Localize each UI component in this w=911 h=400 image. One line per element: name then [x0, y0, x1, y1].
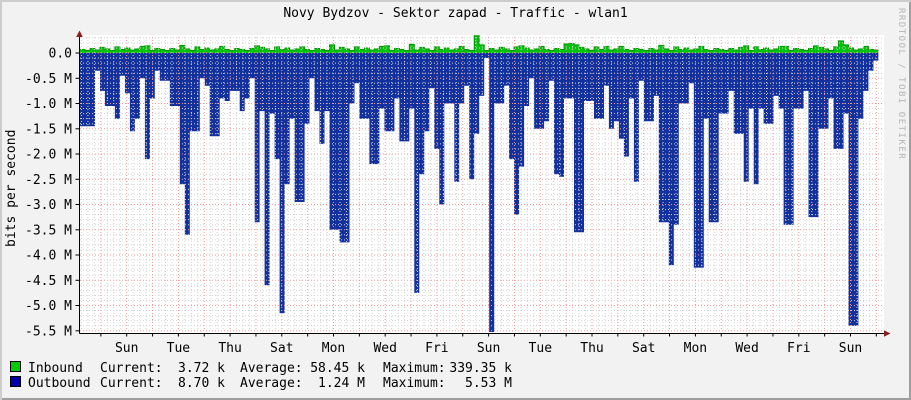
current-label: Current:	[100, 376, 163, 391]
svg-text:-4.0 M: -4.0 M	[25, 249, 72, 264]
svg-text:-5.5 M: -5.5 M	[25, 324, 72, 339]
svg-text:Tue: Tue	[167, 341, 191, 356]
maximum-value: 5.53 M	[465, 376, 512, 391]
maximum-value: 339.35 k	[449, 361, 512, 376]
graph-title: Novy Bydzov - Sektor zapad - Traffic - w…	[283, 6, 628, 21]
legend: Inbound Current: 3.72 k Average: 58.45 k…	[0, 360, 911, 396]
average-value: 1.24 M	[318, 376, 365, 391]
legend-row-outbound: Outbound Current: 8.70 k Average: 1.24 M…	[0, 376, 911, 391]
svg-text:0.0: 0.0	[49, 47, 72, 62]
average-label: Average:	[240, 376, 303, 391]
svg-text:Thu: Thu	[218, 341, 241, 356]
svg-text:Mon: Mon	[684, 341, 707, 356]
svg-text:-2.5 M: -2.5 M	[25, 173, 72, 188]
svg-text:-2.0 M: -2.0 M	[25, 148, 72, 163]
svg-text:-3.0 M: -3.0 M	[25, 198, 72, 213]
outbound-swatch	[10, 376, 21, 387]
svg-text:Fri: Fri	[787, 341, 810, 356]
current-value: 3.72 k	[178, 361, 225, 376]
current-label: Current:	[100, 361, 163, 376]
svg-text:-1.5 M: -1.5 M	[25, 122, 72, 137]
svg-text:Wed: Wed	[735, 341, 758, 356]
svg-text:Thu: Thu	[580, 341, 603, 356]
svg-text:-1.0 M: -1.0 M	[25, 97, 72, 112]
average-value: 58.45 k	[310, 361, 365, 376]
svg-text:Sun: Sun	[839, 341, 862, 356]
svg-text:Sat: Sat	[270, 341, 293, 356]
svg-text:Tue: Tue	[529, 341, 553, 356]
svg-text:Mon: Mon	[322, 341, 345, 356]
svg-text:Fri: Fri	[425, 341, 448, 356]
svg-text:Wed: Wed	[373, 341, 396, 356]
series-name: Outbound	[28, 376, 91, 391]
maximum-label: Maximum:	[383, 376, 446, 391]
svg-text:-4.5 M: -4.5 M	[25, 274, 72, 289]
traffic-area-chart: 0.0 -0.5 M -1.0 M -1.5 M -2.0 M -2.5 M -3.0 M -…	[25, 30, 891, 356]
svg-text:Sun: Sun	[477, 341, 500, 356]
svg-text:-5.0 M: -5.0 M	[25, 299, 72, 314]
average-label: Average:	[240, 361, 303, 376]
legend-row-inbound: Inbound Current: 3.72 k Average: 58.45 k…	[0, 361, 911, 376]
svg-text:-0.5 M: -0.5 M	[25, 72, 72, 87]
series-name: Inbound	[28, 361, 83, 376]
current-value: 8.70 k	[178, 376, 225, 391]
svg-text:-3.5 M: -3.5 M	[25, 223, 72, 238]
maximum-label: Maximum:	[383, 361, 446, 376]
svg-text:Sat: Sat	[632, 341, 655, 356]
inbound-swatch	[10, 361, 21, 372]
svg-text:Sun: Sun	[115, 341, 138, 356]
